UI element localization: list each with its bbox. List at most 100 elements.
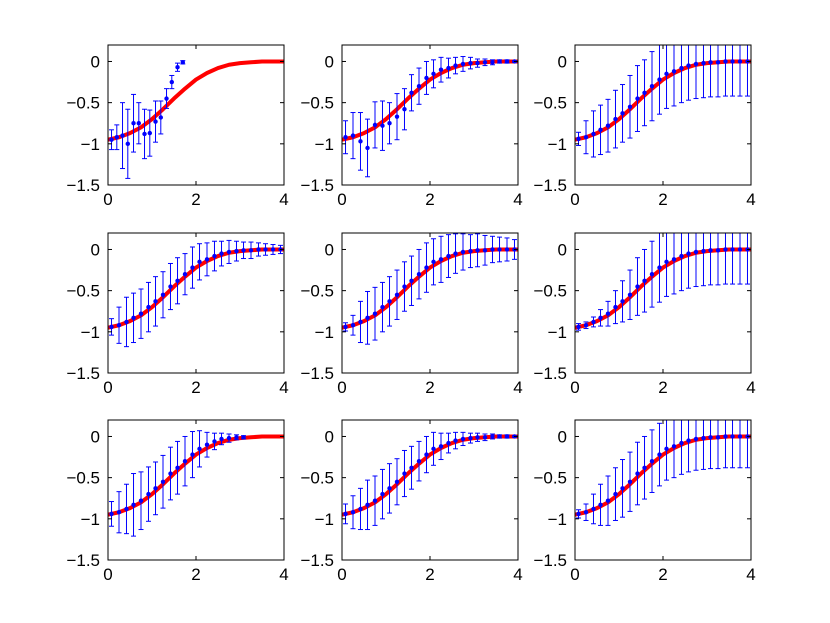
data-point: [635, 96, 640, 101]
data-point: [248, 248, 254, 253]
data-point: [212, 439, 217, 444]
y-tick-label: 0: [558, 427, 567, 446]
data-point: [402, 107, 407, 112]
data-point: [446, 440, 451, 446]
data-point: [343, 324, 348, 330]
data-point: [591, 319, 596, 325]
x-tick-label: 4: [279, 378, 288, 397]
data-point: [576, 324, 581, 330]
y-tick-label: −0.5: [300, 282, 334, 301]
fit-curve: [575, 247, 751, 330]
data-point: [416, 458, 422, 464]
fit-curve: [342, 247, 518, 330]
data-point: [160, 292, 166, 297]
data-point: [657, 77, 662, 82]
y-tick-label: −0.5: [533, 469, 567, 488]
data-point: [627, 292, 633, 297]
data-point: [598, 502, 603, 508]
x-tick-label: 0: [337, 190, 346, 209]
data-point: [424, 75, 429, 81]
fit-curve: [108, 434, 284, 517]
data-point: [394, 114, 400, 119]
fit-curve: [108, 247, 284, 330]
data-point: [160, 479, 166, 484]
y-tick-label: −1: [548, 135, 567, 154]
data-point: [613, 491, 618, 497]
data-point: [701, 60, 706, 66]
data-point: [730, 434, 735, 439]
data-point: [180, 60, 185, 65]
data-point: [605, 123, 611, 128]
data-point: [402, 471, 407, 476]
x-tick-label: 4: [746, 565, 755, 584]
plot-area: [575, 233, 751, 373]
data-point: [693, 249, 699, 255]
data-point: [146, 304, 151, 310]
plot-marks: [108, 239, 284, 348]
data-point: [482, 435, 488, 440]
data-point: [131, 502, 136, 508]
y-tick-label: −0.5: [533, 94, 567, 113]
data-point: [664, 446, 669, 452]
data-point: [380, 491, 385, 497]
data-point: [147, 130, 152, 136]
data-point: [168, 471, 173, 476]
y-tick-label: −1.5: [300, 364, 334, 383]
data-point: [679, 65, 684, 71]
data-point: [490, 434, 495, 439]
data-point: [169, 79, 174, 85]
data-point: [120, 133, 125, 138]
x-tick-label: 2: [425, 565, 434, 584]
data-point: [468, 248, 473, 254]
data-point: [402, 284, 407, 289]
data-point: [583, 135, 589, 140]
subplot-4: 0 2 4 −1.5 −1 −0.5 0: [66, 232, 289, 397]
x-tick-label: 4: [279, 190, 288, 209]
data-point: [737, 59, 743, 64]
data-point: [394, 479, 400, 484]
y-tick-label: −1: [315, 510, 334, 529]
data-point: [504, 59, 510, 64]
data-point: [504, 247, 510, 252]
y-tick-label: 0: [91, 52, 100, 71]
x-tick-label: 0: [103, 565, 112, 584]
data-point: [358, 139, 363, 144]
plot-marks: [575, 233, 751, 331]
data-point: [642, 465, 647, 470]
data-point: [226, 249, 232, 255]
data-point: [708, 248, 713, 253]
data-point: [168, 284, 173, 289]
data-point: [657, 452, 662, 457]
x-tick-label: 0: [103, 378, 112, 397]
plot-marks: [342, 233, 518, 345]
data-point: [649, 83, 655, 89]
fit-curve: [108, 59, 284, 142]
plot-area: [342, 45, 518, 185]
y-tick-label: −0.5: [533, 282, 567, 301]
data-point: [109, 511, 114, 517]
data-point: [409, 90, 414, 95]
data-point: [138, 498, 144, 503]
subplot-1: 0 2 4 −1.5 −1 −0.5 0: [66, 44, 289, 209]
y-tick-label: 0: [325, 52, 334, 71]
x-tick-label: 0: [103, 190, 112, 209]
data-point: [475, 60, 480, 66]
data-point: [715, 435, 721, 440]
data-point: [576, 136, 581, 142]
data-point: [380, 304, 385, 310]
x-tick-label: 4: [746, 378, 755, 397]
y-tick-label: −1.5: [66, 364, 100, 383]
data-point: [270, 247, 276, 252]
y-tick-label: −0.5: [300, 94, 334, 113]
data-point: [679, 440, 684, 446]
data-point: [701, 435, 706, 441]
data-point: [350, 323, 356, 328]
y-tick-label: 0: [558, 52, 567, 71]
y-tick-label: −1: [548, 510, 567, 529]
data-point: [190, 452, 195, 457]
x-tick-label: 4: [513, 565, 522, 584]
data-point: [730, 59, 735, 64]
data-point: [153, 299, 158, 304]
y-tick-label: −1: [81, 323, 100, 342]
data-point: [212, 253, 217, 259]
